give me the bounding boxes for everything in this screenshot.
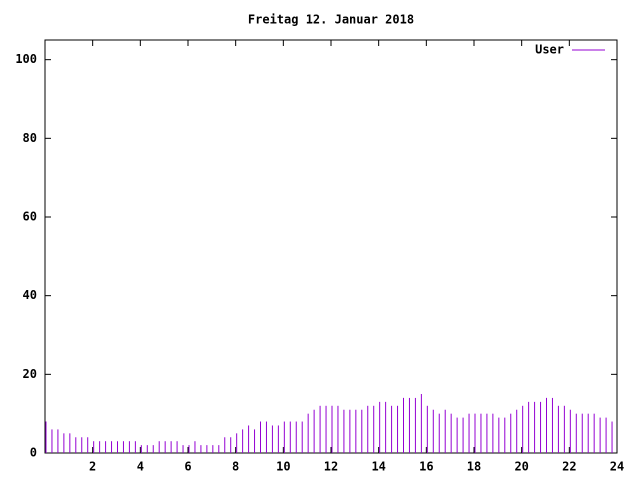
x-tick-label: 24	[610, 460, 624, 474]
x-tick-label: 2	[89, 460, 96, 474]
x-tick-label: 12	[324, 460, 338, 474]
plot-frame	[44, 39, 618, 454]
x-tick-label: 14	[371, 460, 385, 474]
y-tick-label: 40	[23, 288, 37, 302]
x-tick-label: 4	[137, 460, 144, 474]
y-tick-label: 80	[23, 131, 37, 145]
chart-title: Freitag 12. Januar 2018	[248, 13, 414, 27]
x-tick-label: 22	[562, 460, 576, 474]
y-tick-label: 20	[23, 367, 37, 381]
x-tick-label: 10	[276, 460, 290, 474]
x-tick-label: 18	[467, 460, 481, 474]
y-tick-label: 100	[15, 52, 37, 66]
y-tick-label: 0	[30, 446, 37, 460]
x-tick-label: 6	[184, 460, 191, 474]
x-tick-label: 8	[232, 460, 239, 474]
legend-label: User	[535, 43, 564, 57]
x-tick-label: 20	[514, 460, 528, 474]
y-tick-label: 60	[23, 210, 37, 224]
x-tick-label: 16	[419, 460, 433, 474]
